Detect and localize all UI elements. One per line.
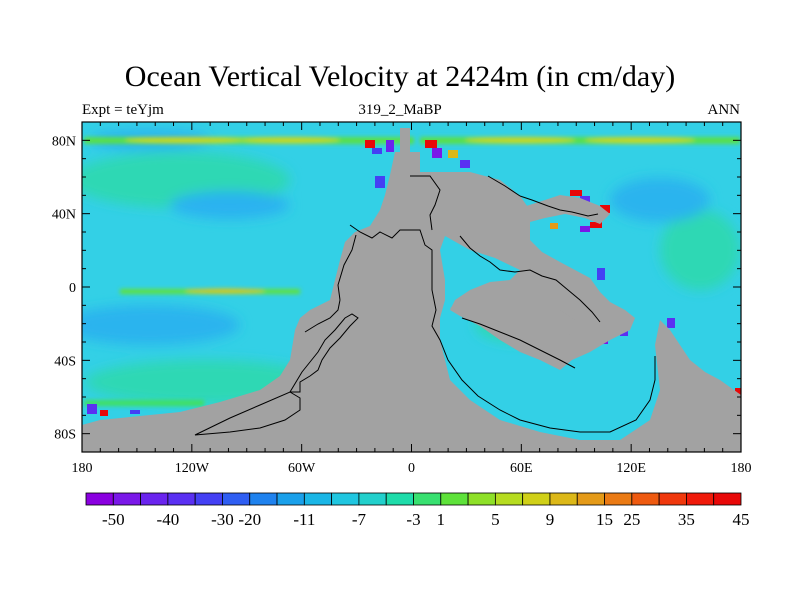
figure-title: Ocean Vertical Velocity at 2424m (in cm/… bbox=[124, 60, 676, 93]
x-tick-label: 120E bbox=[616, 461, 646, 476]
y-axis: 80N 40N 0 40S 80S bbox=[52, 134, 741, 443]
colorbar-swatch bbox=[140, 492, 169, 506]
colorbar-swatch bbox=[194, 492, 223, 506]
x-tick-label: 180 bbox=[72, 461, 93, 476]
colorbar-label: -50 bbox=[102, 510, 125, 529]
coastline-4 bbox=[304, 299, 341, 333]
coastline-9 bbox=[410, 175, 441, 231]
y-tick-label: 80N bbox=[52, 134, 76, 149]
land-arctic-spur bbox=[400, 128, 410, 152]
colorbar-label: -30 bbox=[211, 510, 234, 529]
colorbar-swatch bbox=[494, 492, 524, 506]
colorbar-swatch bbox=[249, 492, 278, 506]
experiment-label: Expt = teYjm bbox=[82, 102, 164, 118]
colorbar-swatch bbox=[631, 492, 660, 506]
x-tick-label: 60E bbox=[510, 461, 533, 476]
coastline-8 bbox=[487, 175, 521, 197]
coastline-3 bbox=[337, 234, 357, 301]
colorbar-swatch bbox=[85, 492, 114, 506]
continent-outlines bbox=[194, 175, 656, 436]
colorbar-label: -40 bbox=[157, 510, 180, 529]
colorbar-label: 15 bbox=[596, 510, 613, 529]
colorbar-swatch bbox=[358, 492, 387, 506]
land-north-central bbox=[520, 195, 610, 224]
colorbar-swatch bbox=[276, 492, 305, 506]
colorbar-label: -20 bbox=[238, 510, 261, 529]
map-plot-area bbox=[82, 122, 741, 452]
coastline-5 bbox=[459, 235, 601, 323]
coastline-7 bbox=[461, 317, 576, 369]
colorbar-swatch bbox=[604, 492, 633, 506]
coastline-1 bbox=[194, 391, 301, 436]
x-tick-label: 180 bbox=[731, 461, 752, 476]
coastline-6 bbox=[519, 195, 599, 217]
colorbar-label: 35 bbox=[678, 510, 695, 529]
colorbar-swatch bbox=[522, 492, 551, 506]
colorbar-swatch bbox=[413, 492, 442, 506]
colorbar-swatch bbox=[331, 492, 360, 506]
colorbar-label: 45 bbox=[733, 510, 750, 529]
coastline-0 bbox=[289, 313, 359, 393]
time-label: 319_2_MaBP bbox=[358, 102, 442, 118]
x-axis: 180 120W 60W 0 60E 120E 180 bbox=[72, 122, 752, 476]
land-main bbox=[82, 152, 741, 452]
colorbar-swatch bbox=[112, 492, 141, 506]
y-tick-label: 80S bbox=[54, 428, 76, 443]
colorbar-swatch bbox=[222, 492, 251, 506]
colorbar-swatch bbox=[303, 492, 333, 506]
colorbar-label: 5 bbox=[491, 510, 500, 529]
colorbar-swatch bbox=[576, 492, 605, 506]
y-tick-label: 40N bbox=[52, 208, 76, 223]
land-equatorial bbox=[450, 290, 585, 336]
x-tick-label: 60W bbox=[288, 461, 316, 476]
colorbar: -50 -40 -30 -20 -11 -7 -3 1 5 9 15 25 35 45 bbox=[85, 492, 750, 529]
colorbar-label: -11 bbox=[293, 510, 315, 529]
colorbar-swatch bbox=[385, 492, 414, 506]
colorbar-label: 9 bbox=[546, 510, 555, 529]
colorbar-swatch bbox=[658, 492, 687, 506]
colorbar-swatch bbox=[167, 492, 196, 506]
coastline-2 bbox=[349, 224, 656, 433]
colorbar-swatch bbox=[440, 492, 469, 506]
y-tick-label: 40S bbox=[54, 354, 76, 369]
colorbar-label: -7 bbox=[352, 510, 367, 529]
season-label: ANN bbox=[707, 102, 741, 118]
colorbar-swatch bbox=[467, 492, 496, 506]
land-mask bbox=[82, 128, 741, 452]
colorbar-label: 25 bbox=[623, 510, 640, 529]
ocean-field-streaks bbox=[84, 137, 740, 406]
colorbar-swatch bbox=[686, 492, 715, 506]
x-tick-label: 120W bbox=[175, 461, 210, 476]
colorbar-label: 1 bbox=[437, 510, 446, 529]
x-tick-label: 0 bbox=[408, 461, 415, 476]
colorbar-swatch bbox=[549, 492, 578, 506]
y-tick-label: 0 bbox=[69, 281, 76, 296]
colorbar-label: -3 bbox=[406, 510, 420, 529]
colorbar-swatch bbox=[713, 492, 742, 506]
